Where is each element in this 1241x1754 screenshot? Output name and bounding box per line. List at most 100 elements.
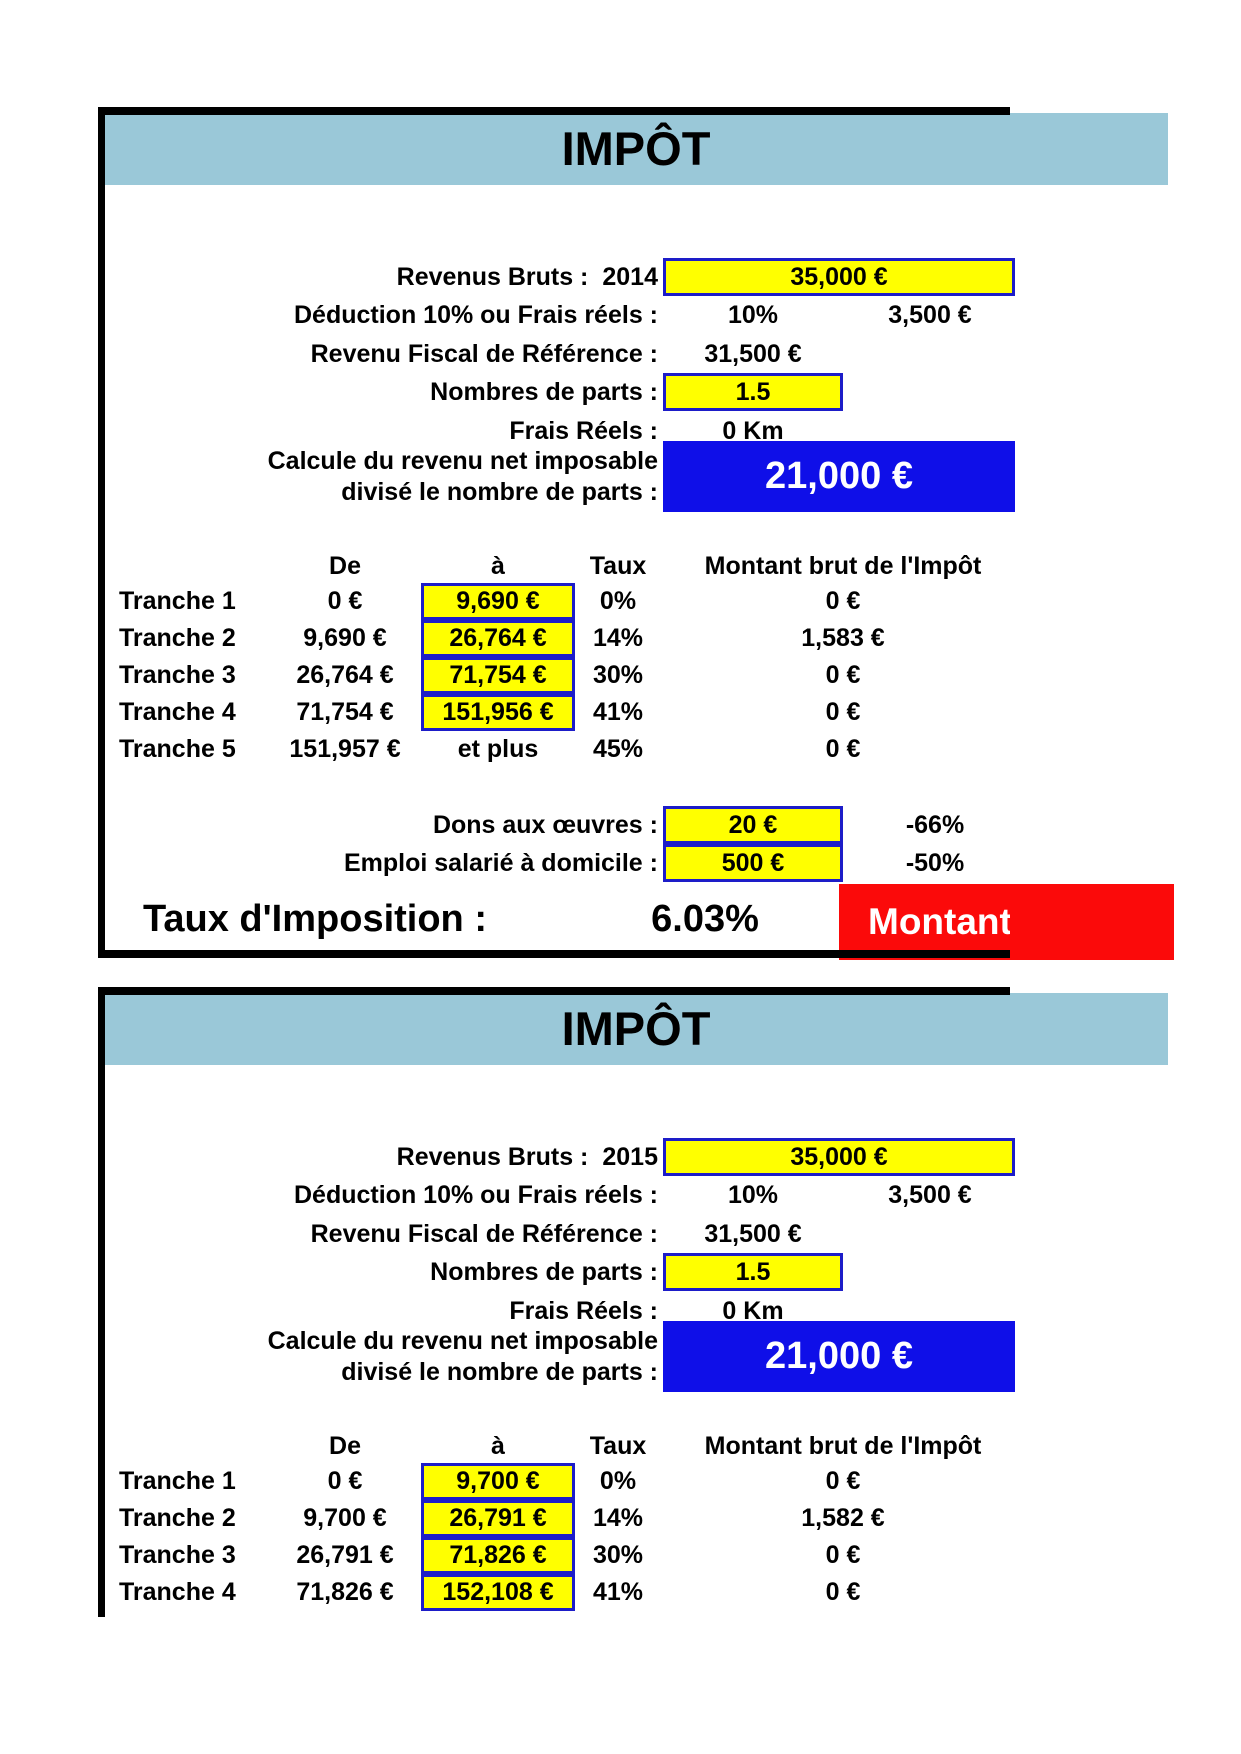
tranche-upper-input[interactable]: 151,956 € <box>421 694 575 731</box>
tranche-de: 71,826 € <box>296 1578 394 1606</box>
revenus-bruts-label: Revenus Bruts : <box>396 1143 589 1171</box>
tranche-upper-input[interactable]: 71,826 € <box>421 1537 575 1574</box>
calc-result-box: 21,000 € <box>663 1321 1015 1392</box>
section-title: IMPÔT <box>561 122 711 175</box>
tranche-montant: 1,582 € <box>801 1504 885 1532</box>
tranche-montant: 0 € <box>825 1467 861 1495</box>
col-header-a: à <box>491 1432 505 1460</box>
calc-label-line2: divisé le nombre de parts : <box>341 1358 658 1386</box>
calc-label-line2: divisé le nombre de parts : <box>341 478 658 506</box>
frais-reels-label: Frais Réels : <box>509 417 658 445</box>
tranche-upper-input[interactable]: 26,791 € <box>421 1500 575 1537</box>
col-header-de: De <box>329 1432 361 1460</box>
revenus-bruts-value: 35,000 € <box>790 1143 888 1171</box>
tranche-upper-input[interactable]: 152,108 € <box>421 1574 575 1611</box>
frais-reels-value: 0 Km <box>722 1297 784 1325</box>
year-label: 2015 <box>602 1143 658 1171</box>
deduction-label: Déduction 10% ou Frais réels : <box>294 301 658 329</box>
dons-rate: -66% <box>905 811 965 839</box>
section-border-bottom <box>98 950 1010 958</box>
rfr-label: Revenu Fiscal de Référence : <box>310 340 658 368</box>
revenus-bruts-input[interactable]: 35,000 € <box>663 258 1015 296</box>
tranche-de: 9,700 € <box>303 1504 387 1532</box>
title-band <box>104 993 1168 1065</box>
tranche-taux: 41% <box>592 698 644 726</box>
tranche-montant: 0 € <box>825 587 861 615</box>
rfr-value: 31,500 € <box>704 340 802 368</box>
parts-label: Nombres de parts : <box>430 378 658 406</box>
tranche-de: 26,791 € <box>296 1541 394 1569</box>
title-band <box>104 113 1168 185</box>
tranche-taux: 14% <box>592 624 644 652</box>
year-label: 2014 <box>602 263 658 291</box>
tranche-a-value: 9,700 € <box>456 1467 540 1495</box>
parts-label: Nombres de parts : <box>430 1258 658 1286</box>
emploi-label: Emploi salarié à domicile : <box>343 849 658 877</box>
col-header-taux: Taux <box>589 1432 647 1460</box>
tranche-a-value: 151,956 € <box>442 698 554 726</box>
tranche-a-value: 152,108 € <box>442 1578 554 1606</box>
deduction-rate: 10% <box>727 1181 779 1209</box>
tranche-row-label: Tranche 1 <box>119 1467 236 1495</box>
tranche-row-label: Tranche 2 <box>119 1504 236 1532</box>
tranche-de: 0 € <box>327 587 363 615</box>
tranche-montant: 0 € <box>825 1578 861 1606</box>
revenus-bruts-label: Revenus Bruts : <box>396 263 589 291</box>
tranche-upper-input[interactable]: 9,700 € <box>421 1463 575 1500</box>
tranche-a-value: 71,754 € <box>449 661 547 689</box>
taux-imposition-label: Taux d'Imposition : <box>143 898 487 940</box>
parts-value: 1.5 <box>735 1258 771 1286</box>
section-title: IMPÔT <box>561 1002 711 1055</box>
tranche-taux: 0% <box>599 1467 637 1495</box>
col-header-a: à <box>491 552 505 580</box>
deduction-amount: 3,500 € <box>888 1181 972 1209</box>
section-border-top <box>98 987 1010 995</box>
deduction-amount: 3,500 € <box>888 301 972 329</box>
taux-imposition-value: 6.03% <box>651 898 759 940</box>
frais-reels-value: 0 Km <box>722 417 784 445</box>
tranche-a-value: et plus <box>457 735 539 763</box>
tranche-de: 26,764 € <box>296 661 394 689</box>
revenus-bruts-row-label: Revenus Bruts : 2015 <box>140 1143 658 1171</box>
section-border-top <box>98 107 1010 115</box>
dons-input[interactable]: 20 € <box>663 806 843 844</box>
tranche-a-value: 26,791 € <box>449 1504 547 1532</box>
tranche-upper-input[interactable]: 9,690 € <box>421 583 575 620</box>
emploi-rate: -50% <box>905 849 965 877</box>
tranche-de: 71,754 € <box>296 698 394 726</box>
frais-reels-label: Frais Réels : <box>509 1297 658 1325</box>
emploi-value: 500 € <box>721 849 785 877</box>
tax-section-2014: IMPÔT Revenus Bruts : 2014 35,000 € Dédu… <box>0 100 1241 980</box>
tranche-row-label: Tranche 5 <box>119 735 236 763</box>
tranche-de: 151,957 € <box>289 735 401 763</box>
tranche-montant: 0 € <box>825 661 861 689</box>
section-border-left <box>98 107 105 958</box>
tranche-upper-input[interactable]: 71,754 € <box>421 657 575 694</box>
tranche-taux: 45% <box>592 735 644 763</box>
parts-input[interactable]: 1.5 <box>663 373 843 411</box>
emploi-input[interactable]: 500 € <box>663 844 843 882</box>
rfr-label: Revenu Fiscal de Référence : <box>310 1220 658 1248</box>
tranche-montant: 0 € <box>825 698 861 726</box>
calc-label: Calcule du revenu net imposable divisé l… <box>140 446 658 508</box>
col-header-montant: Montant brut de l'Impôt <box>704 1432 982 1460</box>
tranche-upper-input[interactable]: 26,764 € <box>421 620 575 657</box>
tranche-taux: 30% <box>592 1541 644 1569</box>
calc-label-line1: Calcule du revenu net imposable <box>267 447 658 475</box>
dons-label: Dons aux œuvres : <box>432 811 658 839</box>
tranche-montant: 0 € <box>825 735 861 763</box>
revenus-bruts-input[interactable]: 35,000 € <box>663 1138 1015 1176</box>
tranche-taux: 0% <box>599 587 637 615</box>
tranche-row-label: Tranche 1 <box>119 587 236 615</box>
dons-value: 20 € <box>728 811 778 839</box>
calc-result-box: 21,000 € <box>663 441 1015 512</box>
col-header-montant: Montant brut de l'Impôt <box>704 552 982 580</box>
revenus-bruts-value: 35,000 € <box>790 263 888 291</box>
col-header-de: De <box>329 552 361 580</box>
tranche-row-label: Tranche 4 <box>119 698 236 726</box>
tranche-taux: 41% <box>592 1578 644 1606</box>
montant-box-label: Montant <box>868 901 1010 942</box>
parts-value: 1.5 <box>735 378 771 406</box>
tranche-row-label: Tranche 4 <box>119 1578 236 1606</box>
parts-input[interactable]: 1.5 <box>663 1253 843 1291</box>
